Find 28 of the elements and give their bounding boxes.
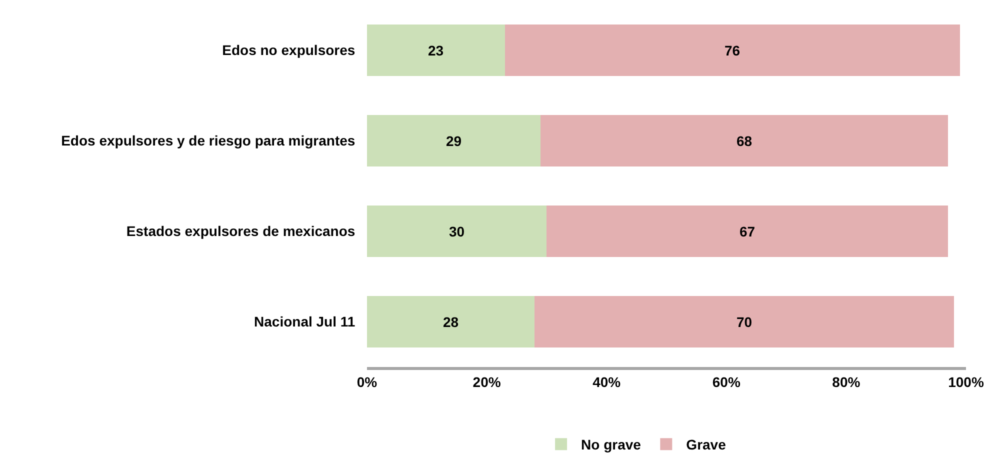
- y-tick-label: Edos expulsores y de riesgo para migrantes: [61, 132, 356, 149]
- data-label: 23: [428, 42, 444, 58]
- x-tick-label: 40%: [592, 374, 622, 390]
- bar: [504, 24, 960, 76]
- bar: [367, 205, 547, 258]
- data-label: 28: [442, 314, 459, 330]
- x-tick-label: 60%: [712, 374, 741, 390]
- x-tick-label: 0%: [356, 374, 378, 390]
- legend-label: No grave: [581, 436, 642, 453]
- data-label: 68: [736, 132, 752, 149]
- data-label: 30: [448, 223, 465, 240]
- bar: [367, 24, 505, 76]
- x-tick-label: 80%: [832, 374, 861, 390]
- y-tick-label: Nacional Jul 11: [254, 314, 356, 330]
- bar: [546, 205, 948, 258]
- data-label: 76: [724, 42, 740, 58]
- y-tick-label: Edos no expulsores: [222, 42, 356, 58]
- data-label: 67: [739, 223, 756, 240]
- bar: [367, 296, 535, 348]
- bar: [367, 114, 541, 167]
- x-tick-label: 20%: [472, 374, 502, 390]
- bar: [540, 114, 948, 167]
- data-label: 29: [446, 132, 462, 149]
- bar: [534, 296, 954, 348]
- y-tick-label: Estados expulsores de mexicanos: [126, 223, 356, 240]
- legend-label: Grave: [686, 436, 726, 453]
- data-label: 70: [736, 314, 752, 330]
- x-tick-label: 100%: [948, 374, 984, 390]
